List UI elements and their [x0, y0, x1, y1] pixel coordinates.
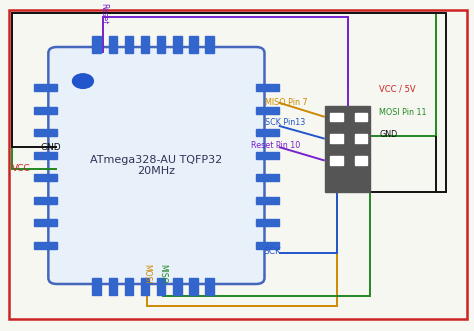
Bar	[109, 36, 117, 53]
Bar	[330, 134, 343, 143]
Text: GND: GND	[40, 143, 61, 152]
Bar	[330, 113, 343, 121]
Bar	[141, 278, 149, 295]
Bar	[256, 84, 279, 91]
Text: Reset Pin 10: Reset Pin 10	[251, 141, 301, 150]
Bar	[92, 278, 101, 295]
Bar	[125, 278, 133, 295]
Bar	[34, 219, 57, 226]
Bar	[256, 219, 279, 226]
Bar	[189, 278, 198, 295]
Text: VCC: VCC	[12, 164, 30, 173]
Bar	[330, 156, 343, 165]
Text: SCK: SCK	[263, 247, 281, 256]
Bar	[205, 36, 214, 53]
Bar	[256, 129, 279, 136]
Bar	[325, 106, 370, 192]
Text: MOSI: MOSI	[143, 264, 151, 284]
Bar	[34, 129, 57, 136]
Bar	[355, 156, 367, 165]
Text: MISO Pin 7: MISO Pin 7	[265, 98, 308, 107]
Bar	[256, 197, 279, 204]
Bar	[256, 174, 279, 181]
Bar	[141, 36, 149, 53]
Bar	[355, 134, 367, 143]
Bar	[157, 36, 165, 53]
Bar	[34, 107, 57, 114]
Bar	[189, 36, 198, 53]
FancyBboxPatch shape	[48, 47, 264, 284]
Bar	[173, 278, 182, 295]
Bar	[256, 242, 279, 249]
Bar	[34, 152, 57, 159]
Text: Reset: Reset	[99, 3, 108, 25]
Bar	[256, 107, 279, 114]
Bar	[92, 36, 101, 53]
Bar	[34, 174, 57, 181]
Bar	[125, 36, 133, 53]
Bar	[205, 278, 214, 295]
Bar	[109, 278, 117, 295]
Bar	[157, 278, 165, 295]
Bar	[34, 242, 57, 249]
Bar	[34, 197, 57, 204]
Circle shape	[73, 74, 93, 88]
Text: ATmega328-AU TQFP32
20MHz: ATmega328-AU TQFP32 20MHz	[90, 155, 223, 176]
Text: VCC / 5V: VCC / 5V	[379, 85, 416, 94]
Bar	[256, 152, 279, 159]
Text: MOSI Pin 11: MOSI Pin 11	[379, 108, 427, 117]
Bar	[173, 36, 182, 53]
Text: GND: GND	[379, 129, 398, 139]
Text: SCK Pin13: SCK Pin13	[265, 118, 306, 127]
Bar	[355, 113, 367, 121]
Bar	[34, 84, 57, 91]
Text: MISO: MISO	[159, 264, 167, 284]
